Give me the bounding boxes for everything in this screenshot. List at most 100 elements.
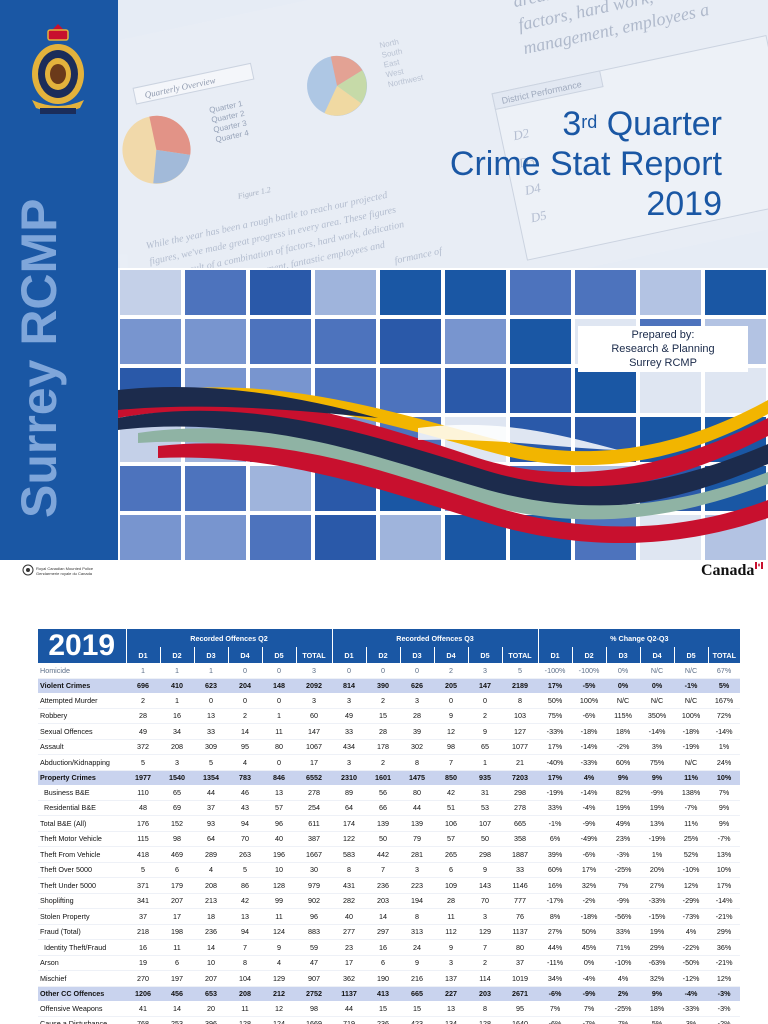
table-cell: 7% xyxy=(606,1016,641,1024)
table-cell: 5 xyxy=(194,754,228,771)
mosaic-tile xyxy=(185,466,246,511)
table-cell: 50% xyxy=(572,924,607,940)
table-cell: -73% xyxy=(674,908,709,925)
table-cell: 205 xyxy=(434,678,469,693)
table-cell: 95 xyxy=(502,1001,539,1017)
table-cell: 2 xyxy=(468,708,503,724)
table-cell: 0 xyxy=(332,663,367,679)
table-cell: -19% xyxy=(674,739,709,755)
hero-background-graphic: Quarterly Overview Quarter 1 Quarter 2 Q… xyxy=(118,0,768,268)
table-cell: 9 xyxy=(468,723,503,740)
table-cell: 75% xyxy=(640,754,675,771)
district-d4: D4 xyxy=(522,180,542,198)
table-cell: 0 xyxy=(194,693,228,709)
table-cell: 112 xyxy=(434,924,469,940)
table-cell: 236 xyxy=(366,1016,401,1024)
table-cell: 4 xyxy=(228,754,262,771)
table-cell: 278 xyxy=(296,785,333,801)
table-cell: 13 xyxy=(194,708,228,724)
row-label: Property Crimes xyxy=(38,770,126,785)
table-cell: 0 xyxy=(468,693,503,709)
table-cell: 5 xyxy=(126,862,160,878)
table-row: Theft From Vehicle 418 469 289 263 196 1667 583… xyxy=(38,846,741,863)
table-cell: 33 xyxy=(332,723,367,740)
table-cell: -14% xyxy=(572,739,607,755)
table-cell: 611 xyxy=(296,815,333,832)
table-cell: 3 xyxy=(296,693,333,709)
table-cell: 8 xyxy=(468,1001,503,1017)
mosaic-tile xyxy=(640,368,701,413)
table-cell: 98 xyxy=(434,739,469,755)
table-cell: 1667 xyxy=(296,846,333,863)
sidebar-band: Surrey RCMP xyxy=(0,0,118,560)
table-cell: 850 xyxy=(434,770,469,785)
table-cell: -33% xyxy=(538,723,573,740)
table-cell: 9% xyxy=(708,800,741,816)
prepared-by-line-1: Prepared by: xyxy=(631,329,695,341)
title-quarter-number: 3 xyxy=(562,105,582,143)
table-cell: 14 xyxy=(366,908,401,925)
table-cell: 12% xyxy=(674,877,709,894)
table-cell: 18% xyxy=(640,1001,675,1017)
table-cell: 37 xyxy=(502,955,539,971)
table-cell: -1% xyxy=(538,815,573,832)
table-cell: 6 xyxy=(160,955,194,971)
table-cell: 44 xyxy=(194,785,228,801)
table-cell: 4 xyxy=(194,862,228,878)
table-cell: 3% xyxy=(674,1016,709,1024)
table-cell: 122 xyxy=(332,831,367,847)
table-cell: 43 xyxy=(228,800,262,816)
table-cell: 95 xyxy=(228,739,262,755)
table-cell: 0 xyxy=(434,693,469,709)
table-cell: 129 xyxy=(262,970,296,987)
table-cell: 42 xyxy=(228,893,262,909)
prepared-by-line-2: Research & Planning xyxy=(611,343,715,355)
table-cell: 11% xyxy=(674,815,709,832)
table-cell: 196 xyxy=(262,846,296,863)
table-cell: 0% xyxy=(606,663,641,679)
table-row: Attempted Murder 2 1 0 0 0 3 3 2 3 0 0 8 50% 100% N/C N/… xyxy=(38,693,741,709)
table-cell: 13% xyxy=(708,846,741,863)
table-cell: -9% xyxy=(572,986,607,1001)
table-cell: 104 xyxy=(228,970,262,987)
table-cell: 65 xyxy=(160,785,194,801)
row-label: Other CC Offences xyxy=(38,986,126,1001)
table-cell: 33% xyxy=(606,924,641,940)
table-cell: -4% xyxy=(674,986,709,1001)
table-cell: 194 xyxy=(400,893,435,909)
table-cell: 3 xyxy=(400,693,435,709)
table-cell: 19% xyxy=(606,800,641,816)
table-cell: 297 xyxy=(366,924,401,940)
table-row: Sexual Offences 49 34 33 14 11 147 33 28 39 12 9 127… xyxy=(38,723,741,740)
region-west: West xyxy=(385,67,405,80)
table-cell: 93 xyxy=(194,815,228,832)
table-cell: 89 xyxy=(332,785,367,801)
mosaic-tile xyxy=(120,319,181,364)
table-cell: 33 xyxy=(502,862,539,878)
table-cell: 50 xyxy=(366,831,401,847)
table-cell: 152 xyxy=(160,815,194,832)
table-cell: 138% xyxy=(674,785,709,801)
table-cell: -2% xyxy=(606,739,641,755)
table-cell: 28 xyxy=(126,708,160,724)
table-cell: -6% xyxy=(538,986,573,1001)
row-label: Residential B&E xyxy=(38,800,126,816)
table-cell: 107 xyxy=(468,815,503,832)
table-cell: 2 xyxy=(434,663,469,679)
region-east: East xyxy=(383,57,401,69)
table-cell: 7% xyxy=(572,1001,607,1017)
table-cell: 147 xyxy=(468,678,503,693)
mosaic-tile xyxy=(250,270,311,315)
row-label: Total B&E (All) xyxy=(38,815,126,832)
title-ordinal-suffix: rd xyxy=(581,112,598,132)
table-row: Property Crimes 1977 1540 1354 783 846 6552 231… xyxy=(38,770,741,785)
table-cell: 44% xyxy=(538,939,573,956)
table-cell: 60% xyxy=(606,754,641,771)
table-cell: 1 xyxy=(160,693,194,709)
table-cell: 1 xyxy=(468,754,503,771)
table-cell: 7203 xyxy=(502,770,539,785)
table-cell: 30 xyxy=(296,862,333,878)
table-cell: 218 xyxy=(126,924,160,940)
table-cell: -12% xyxy=(674,970,709,987)
table-cell: 80 xyxy=(502,939,539,956)
